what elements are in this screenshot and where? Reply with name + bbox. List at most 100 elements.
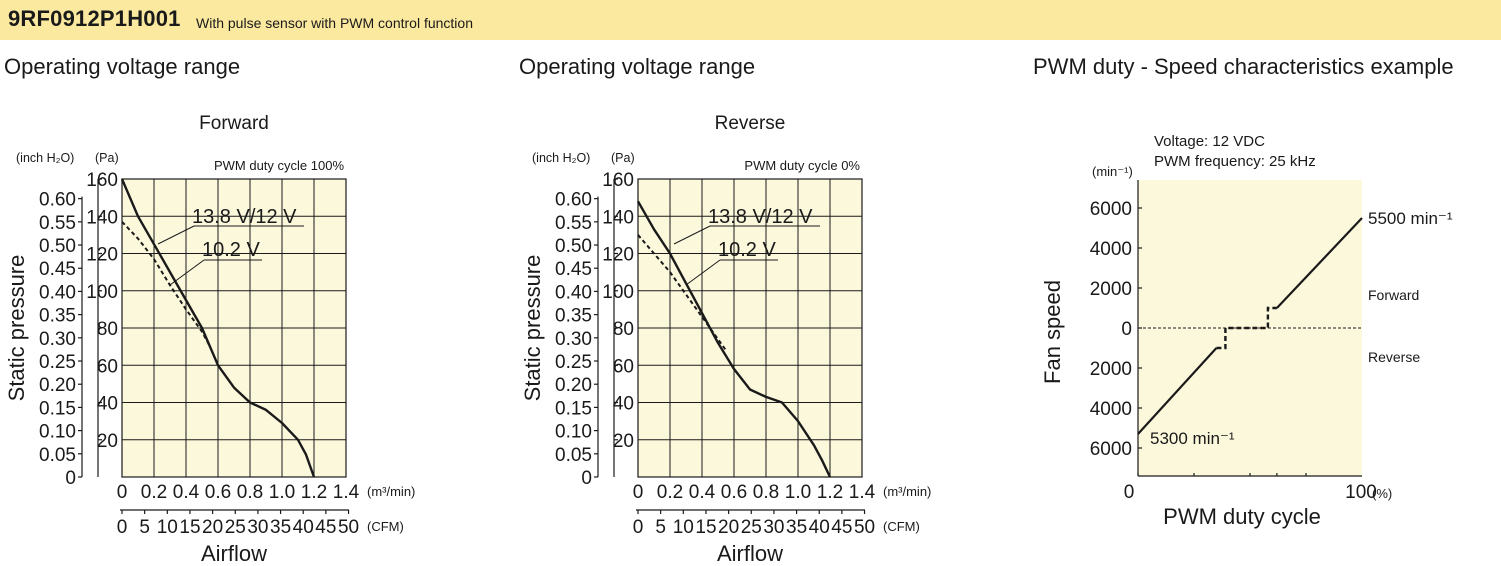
y-tick-label: 120 [86, 245, 118, 266]
y-tick-label: 80 [97, 319, 118, 340]
speed-series-2 [1276, 217, 1363, 309]
series-label-leader [169, 259, 205, 286]
right-section-title: PWM duty - Speed characteristics example [1033, 54, 1454, 79]
y-tick-label: 40 [613, 394, 634, 415]
note-0: Voltage: 12 VDC [1154, 133, 1265, 150]
region-label-reverse: Reverse [1368, 349, 1420, 365]
y2-tick-label: 0.60 [39, 190, 76, 211]
x2-tick-label: 20 [202, 517, 223, 538]
y-tick-label: 4000 [1090, 239, 1132, 260]
region-label-forward: Forward [1368, 287, 1419, 303]
plot-frame [637, 178, 863, 478]
x-tick-label: 0.8 [753, 482, 779, 503]
x-tick-label: 0.6 [721, 482, 747, 503]
y2-tick-label: 0.15 [555, 398, 592, 419]
end-label-min: 5300 min⁻¹ [1150, 429, 1235, 448]
y-tick-label: 140 [602, 207, 634, 228]
x-unit-m3min: (m³/min) [367, 484, 415, 499]
end-label-max: 5500 min⁻¹ [1368, 209, 1453, 228]
y2-tick-label: 0.20 [555, 375, 592, 396]
y-tick-label: 100 [602, 282, 634, 303]
x-tick-label: 1.4 [333, 482, 360, 503]
y-axis-title: Fan speed [1040, 280, 1065, 384]
series-label-1: 10.2 V [718, 239, 776, 261]
series-label-0: 13.8 V/12 V [708, 206, 813, 228]
y-tick-label: 120 [602, 245, 634, 266]
y2-tick-label: 0.35 [39, 306, 76, 327]
y2-tick-label: 0.10 [39, 422, 76, 443]
x2-tick-label: 45 [315, 517, 336, 538]
x-tick-label: 1.4 [849, 482, 876, 503]
left-section-title: Operating voltage range [4, 54, 241, 79]
y2-tick-label: 0 [581, 468, 592, 489]
x-tick-label: 1.0 [785, 482, 811, 503]
x2-tick-label: 40 [293, 517, 314, 538]
x2-tick-label: 10 [157, 517, 178, 538]
speed-series-0 [1137, 347, 1218, 435]
y-axis-title: Static pressure [520, 255, 545, 402]
x2-tick-label: 35 [270, 517, 291, 538]
y-tick-label: 160 [86, 170, 118, 191]
y-tick-label: 2000 [1090, 359, 1132, 380]
y-axis-title: Static pressure [4, 255, 29, 402]
y2-tick-label: 0.45 [39, 259, 76, 280]
y2-tick-label: 0.15 [39, 398, 76, 419]
x-unit: (%) [1372, 486, 1392, 501]
y2-tick-label: 0.35 [555, 306, 592, 327]
note-1: PWM frequency: 25 kHz [1154, 153, 1316, 170]
y2-tick-label: 0.30 [39, 329, 76, 350]
y-tick-label: 6000 [1090, 199, 1132, 220]
x2-tick-label: 25 [225, 517, 246, 538]
x-tick-label: 0.8 [237, 482, 263, 503]
x2-tick-label: 50 [338, 517, 359, 538]
x2-tick-label: 15 [695, 517, 716, 538]
x-tick-label: 0.6 [205, 482, 231, 503]
y-tick-label: 6000 [1090, 439, 1132, 460]
y-tick-label: 60 [613, 356, 634, 377]
x2-unit-cfm: (CFM) [883, 519, 920, 534]
x-tick-label: 0.4 [689, 482, 716, 503]
x2-tick-label: 30 [247, 517, 268, 538]
y-tick-label: 2000 [1090, 279, 1132, 300]
duty-cycle-annotation: PWM duty cycle 100% [214, 158, 344, 173]
header-band: 9RF0912P1H001 With pulse sensor with PWM… [0, 0, 1501, 40]
y2-unit-inch: (inch H₂O) [532, 151, 590, 165]
x2-unit-cfm: (CFM) [367, 519, 404, 534]
y2-tick-label: 0.60 [555, 190, 592, 211]
series-label-leader [673, 225, 711, 245]
series-label-leader [685, 259, 721, 286]
chart-title: Forward [199, 113, 269, 134]
y2-tick-label: 0.05 [39, 445, 76, 466]
x-tick-label: 100 [1345, 482, 1377, 503]
y2-tick-label: 0.20 [39, 375, 76, 396]
x-axis-title: PWM duty cycle [1163, 504, 1321, 529]
chart-title: Reverse [715, 113, 786, 134]
x-axis-title: Airflow [201, 541, 267, 566]
y2-tick-label: 0.50 [555, 236, 592, 257]
x-tick-label: 1.2 [301, 482, 327, 503]
y-tick-label: 100 [86, 282, 118, 303]
x2-tick-label: 30 [763, 517, 784, 538]
x2-tick-label: 50 [854, 517, 875, 538]
x-tick-label: 1.0 [269, 482, 295, 503]
x2-tick-label: 0 [117, 517, 128, 538]
duty-cycle-annotation: PWM duty cycle 0% [744, 158, 860, 173]
x-tick-label: 0.2 [657, 482, 683, 503]
x2-tick-label: 45 [831, 517, 852, 538]
x-tick-label: 0.4 [173, 482, 200, 503]
speed-series-1 [1216, 306, 1277, 350]
y2-tick-label: 0 [65, 468, 76, 489]
y2-tick-label: 0.55 [39, 213, 76, 234]
y-tick-label: 40 [97, 394, 118, 415]
y-tick-label: 60 [97, 356, 118, 377]
x2-tick-label: 15 [179, 517, 200, 538]
plot-frame [121, 178, 347, 478]
y-tick-label: 20 [97, 431, 118, 452]
x2-tick-label: 25 [741, 517, 762, 538]
x-tick-label: 0 [117, 482, 128, 503]
y2-tick-label: 0.30 [555, 329, 592, 350]
series-line-0 [120, 178, 316, 478]
x2-tick-label: 40 [809, 517, 830, 538]
series-label-1: 10.2 V [202, 239, 260, 261]
